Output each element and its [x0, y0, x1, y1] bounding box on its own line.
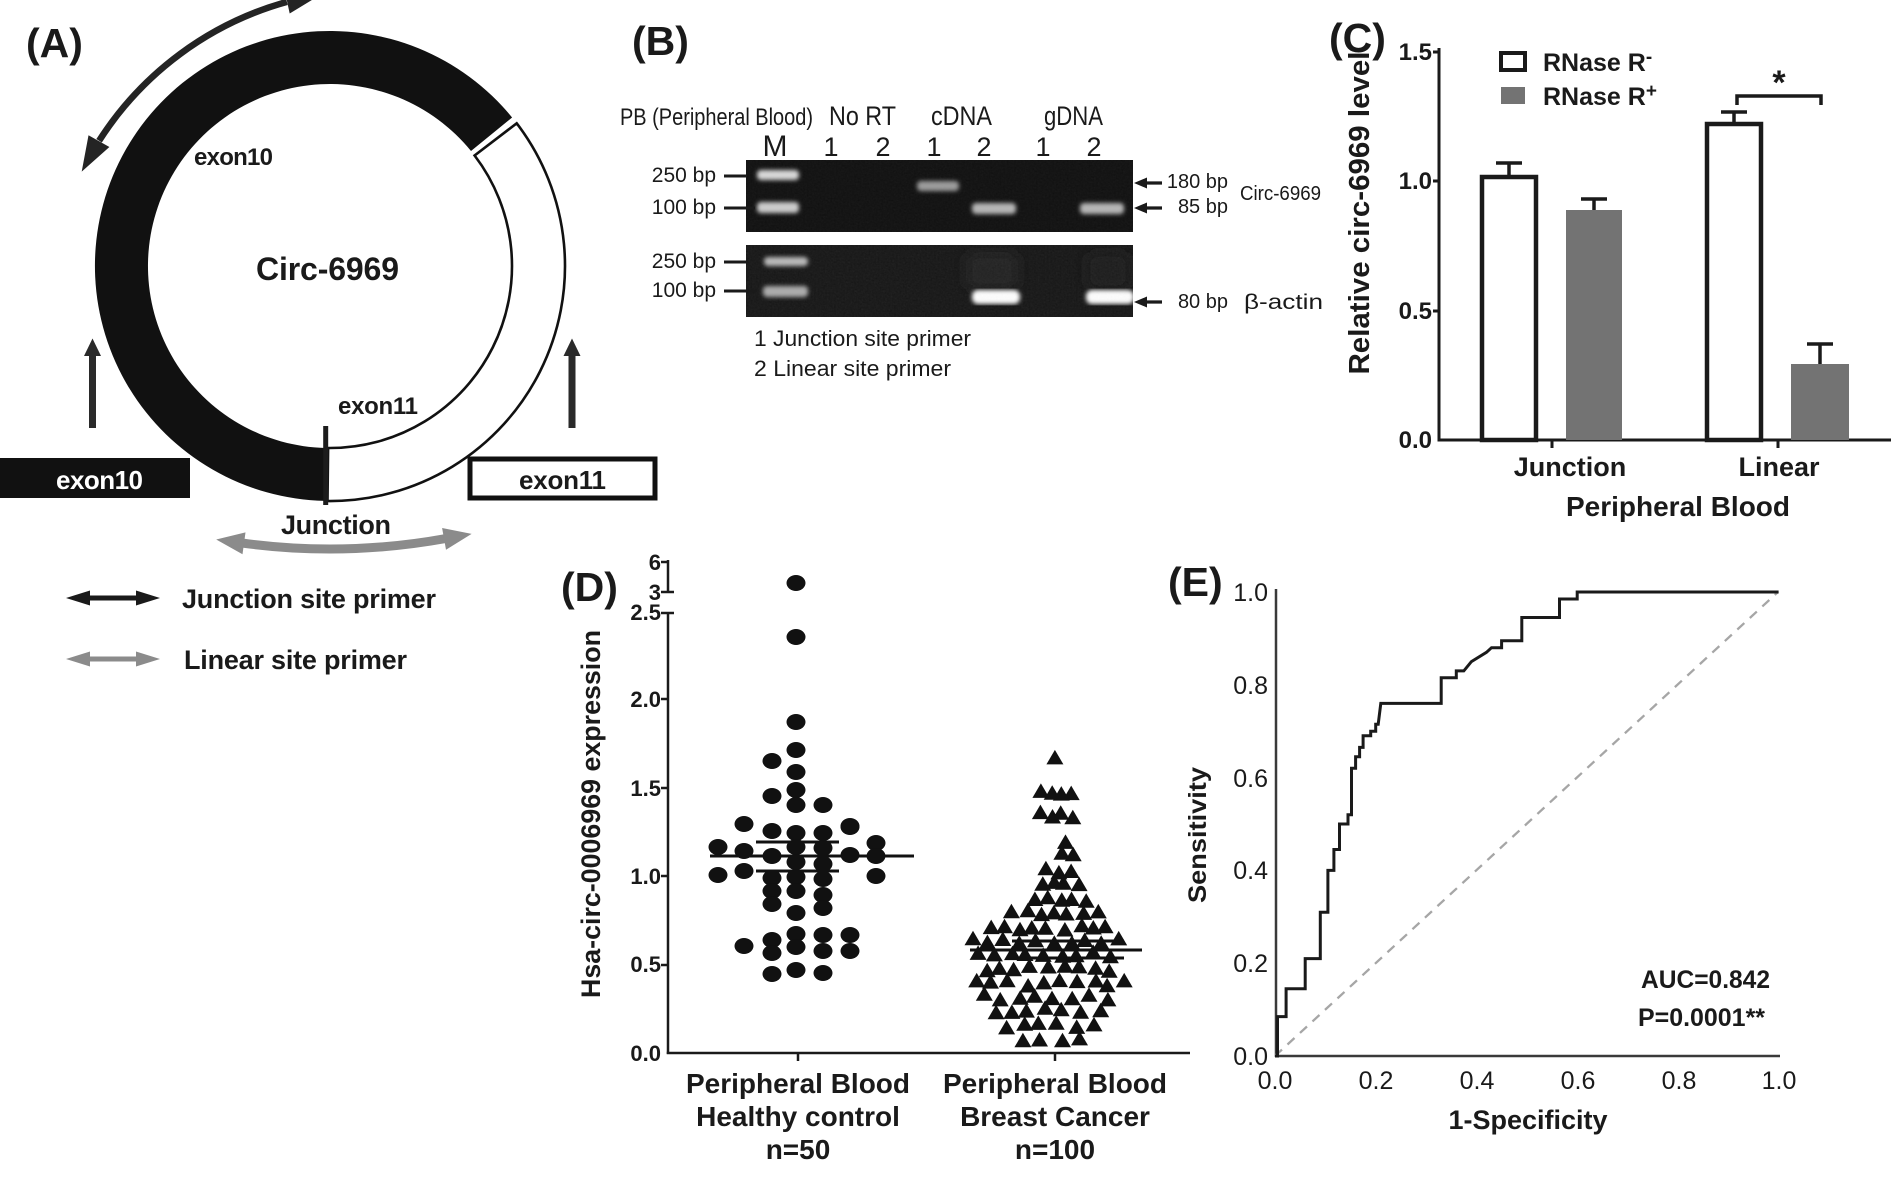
svg-text:Circ-6969: Circ-6969: [256, 251, 399, 287]
svg-text:Peripheral Blood: Peripheral Blood: [943, 1068, 1167, 1099]
svg-text:cDNA: cDNA: [931, 101, 992, 131]
svg-text:(B): (B): [632, 18, 689, 64]
svg-text:1: 1: [823, 132, 838, 162]
svg-text:1.5: 1.5: [630, 776, 661, 801]
svg-text:80 bp: 80 bp: [1178, 291, 1228, 313]
svg-text:3: 3: [649, 580, 661, 605]
svg-text:No RT: No RT: [829, 101, 896, 131]
svg-text:180 bp: 180 bp: [1167, 171, 1228, 193]
svg-text:Peripheral Blood: Peripheral Blood: [1566, 491, 1790, 522]
svg-text:AUC=0.842: AUC=0.842: [1641, 966, 1770, 994]
svg-text:exon10: exon10: [56, 465, 143, 495]
svg-text:Junction: Junction: [1514, 452, 1627, 482]
svg-text:0.2: 0.2: [1359, 1067, 1394, 1095]
svg-text:2 Linear site primer: 2 Linear site primer: [754, 356, 951, 381]
svg-text:2: 2: [1086, 132, 1101, 162]
svg-text:0.0: 0.0: [630, 1041, 661, 1066]
svg-text:M: M: [763, 130, 788, 163]
svg-text:1.0: 1.0: [1399, 168, 1432, 195]
svg-text:RNase R-: RNase R-: [1543, 47, 1652, 77]
svg-text:Junction: Junction: [281, 510, 391, 540]
svg-text:Peripheral Blood: Peripheral Blood: [686, 1068, 910, 1099]
svg-text:(A): (A): [26, 20, 83, 66]
svg-text:0.5: 0.5: [1399, 298, 1432, 325]
svg-text:Healthy control: Healthy control: [696, 1101, 900, 1132]
svg-text:1: 1: [1035, 132, 1050, 162]
svg-text:6: 6: [649, 550, 661, 575]
svg-text:(D): (D): [561, 564, 618, 610]
svg-text:1.0: 1.0: [1762, 1067, 1797, 1095]
svg-text:250 bp: 250 bp: [652, 250, 716, 273]
svg-text:0.8: 0.8: [1233, 672, 1268, 700]
svg-text:RNase R+: RNase R+: [1543, 81, 1657, 111]
svg-text:Relative circ-6969 level: Relative circ-6969 level: [1344, 52, 1376, 375]
svg-text:Circ-6969: Circ-6969: [1240, 183, 1321, 205]
svg-text:Junction site primer: Junction site primer: [182, 584, 436, 614]
svg-text:P=0.0001**: P=0.0001**: [1638, 1004, 1765, 1032]
svg-text:PB (Peripheral Blood): PB (Peripheral Blood): [620, 104, 813, 131]
svg-text:0.6: 0.6: [1561, 1067, 1596, 1095]
svg-text:gDNA: gDNA: [1044, 101, 1103, 131]
svg-text:1.5: 1.5: [1399, 39, 1432, 66]
svg-text:0.2: 0.2: [1233, 950, 1268, 978]
svg-text:exon11: exon11: [519, 465, 606, 495]
svg-text:0.4: 0.4: [1233, 857, 1268, 885]
svg-text:β-actin: β-actin: [1244, 291, 1323, 314]
svg-text:Hsa-circ-0006969 expression: Hsa-circ-0006969 expression: [576, 630, 606, 998]
svg-text:(E): (E): [1168, 559, 1223, 605]
svg-text:Sensitivity: Sensitivity: [1184, 767, 1212, 903]
svg-text:n=100: n=100: [1015, 1134, 1095, 1165]
svg-text:250 bp: 250 bp: [652, 164, 716, 187]
svg-text:2.5: 2.5: [630, 600, 661, 625]
svg-text:85 bp: 85 bp: [1178, 196, 1228, 218]
svg-text:0.4: 0.4: [1460, 1067, 1495, 1095]
svg-text:2.0: 2.0: [630, 687, 661, 712]
svg-text:0.8: 0.8: [1662, 1067, 1697, 1095]
svg-text:Breast Cancer: Breast Cancer: [960, 1101, 1150, 1132]
svg-text:1 Junction site primer: 1 Junction site primer: [754, 326, 971, 351]
svg-text:0.5: 0.5: [630, 952, 661, 977]
svg-text:n=50: n=50: [766, 1134, 831, 1165]
svg-text:exon11: exon11: [338, 393, 418, 420]
svg-text:2: 2: [976, 132, 991, 162]
svg-text:exon10: exon10: [194, 144, 273, 171]
svg-text:100 bp: 100 bp: [652, 196, 716, 219]
svg-text:*: *: [1772, 64, 1786, 102]
svg-text:1-Specificity: 1-Specificity: [1449, 1105, 1608, 1135]
svg-text:0.6: 0.6: [1233, 765, 1268, 793]
svg-text:100 bp: 100 bp: [652, 279, 716, 302]
svg-text:(C): (C): [1329, 15, 1386, 61]
svg-text:1: 1: [926, 132, 941, 162]
svg-text:1.0: 1.0: [1233, 579, 1268, 607]
svg-text:0.0: 0.0: [1233, 1043, 1268, 1071]
svg-text:Linear: Linear: [1738, 452, 1820, 482]
svg-text:2: 2: [875, 132, 890, 162]
svg-text:0.0: 0.0: [1258, 1067, 1293, 1095]
svg-text:Linear site primer: Linear site primer: [184, 645, 407, 675]
svg-text:0.0: 0.0: [1399, 427, 1432, 454]
svg-text:1.0: 1.0: [630, 864, 661, 889]
